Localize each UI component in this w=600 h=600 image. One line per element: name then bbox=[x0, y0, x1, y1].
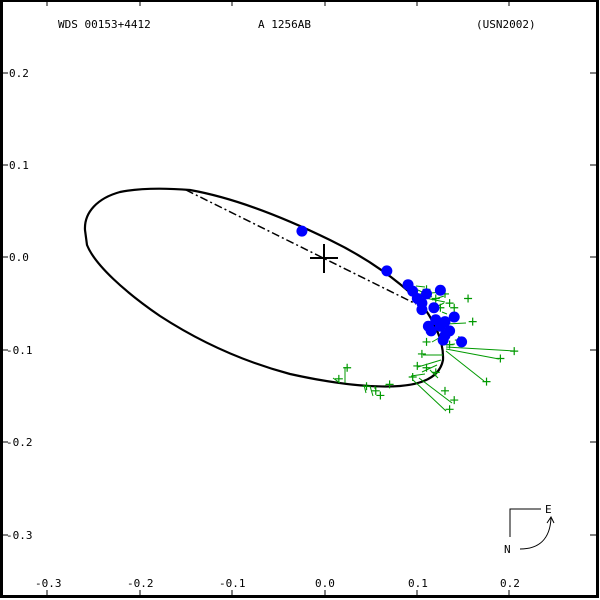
left-ticks bbox=[3, 72, 8, 536]
x-tick-labels: -0.3 -0.2 -0.1 0.0 0.1 0.2 bbox=[35, 577, 520, 590]
plus-point bbox=[445, 405, 454, 414]
plus-point bbox=[343, 363, 352, 372]
data-point bbox=[428, 302, 440, 314]
right-ticks bbox=[590, 72, 596, 536]
plus-point bbox=[422, 337, 431, 346]
compass-arrow-icon bbox=[519, 517, 552, 550]
y-tick-label: -0.2 bbox=[6, 436, 33, 449]
plus-point bbox=[445, 299, 454, 308]
x-tick-label: -0.3 bbox=[35, 577, 62, 590]
data-point bbox=[456, 336, 468, 348]
orbit-ellipse bbox=[83, 187, 445, 388]
data-point bbox=[444, 325, 456, 337]
plus-point bbox=[385, 380, 394, 389]
plus-point bbox=[450, 396, 459, 405]
data-point bbox=[425, 325, 437, 337]
plus-point bbox=[371, 386, 380, 395]
plus-point bbox=[440, 386, 449, 395]
plus-point bbox=[482, 377, 491, 386]
plus-point bbox=[431, 368, 440, 377]
y-tick-label: -0.3 bbox=[6, 529, 33, 542]
y-tick-labels: 0.2 0.1 0.0 -0.1 -0.2 -0.3 bbox=[6, 67, 33, 542]
plus-point bbox=[408, 372, 417, 381]
x-tick-label: 0.2 bbox=[500, 577, 520, 590]
bottom-ticks bbox=[46, 590, 510, 596]
reference-label: (USN2002) bbox=[476, 18, 536, 31]
data-point bbox=[296, 225, 308, 237]
plus-point bbox=[445, 340, 454, 349]
data-point bbox=[439, 316, 451, 328]
plus-point bbox=[468, 317, 477, 326]
compass-east-label: E bbox=[545, 503, 552, 516]
x-tick-label: -0.1 bbox=[219, 577, 246, 590]
plus-point bbox=[510, 347, 519, 356]
data-point bbox=[421, 288, 433, 300]
compass-axes bbox=[509, 508, 541, 537]
y-tick-label: 0.2 bbox=[9, 67, 29, 80]
top-ticks bbox=[46, 0, 510, 6]
plus-point bbox=[496, 354, 505, 363]
plus-point bbox=[334, 374, 343, 383]
data-point bbox=[448, 311, 460, 323]
compass-north-label: N bbox=[504, 543, 511, 556]
data-point bbox=[416, 304, 428, 316]
wds-id-label: WDS 00153+4412 bbox=[58, 18, 151, 31]
y-tick-label: -0.1 bbox=[6, 344, 33, 357]
compass: E N bbox=[504, 503, 555, 556]
data-point bbox=[381, 265, 393, 277]
discoverer-label: A 1256AB bbox=[258, 18, 311, 31]
micrometer-measures bbox=[296, 225, 468, 348]
x-tick-label: -0.2 bbox=[127, 577, 154, 590]
primary-star-cross bbox=[310, 244, 338, 273]
plus-point bbox=[431, 294, 440, 303]
plus-point bbox=[422, 363, 431, 372]
plus-point bbox=[417, 349, 426, 358]
plus-point bbox=[450, 303, 459, 312]
compass-arrowhead-icon bbox=[546, 516, 555, 524]
y-tick-label: 0.1 bbox=[9, 159, 29, 172]
data-point bbox=[434, 284, 446, 296]
plus-markers bbox=[334, 285, 519, 414]
plus-point bbox=[376, 391, 385, 400]
plus-point bbox=[413, 361, 422, 370]
plus-point bbox=[362, 382, 371, 391]
line-of-nodes bbox=[185, 189, 417, 305]
x-tick-label: 0.1 bbox=[408, 577, 428, 590]
y-tick-label: 0.0 bbox=[9, 251, 29, 264]
x-tick-label: 0.0 bbox=[315, 577, 335, 590]
data-point bbox=[437, 334, 449, 346]
plus-point bbox=[464, 294, 473, 303]
